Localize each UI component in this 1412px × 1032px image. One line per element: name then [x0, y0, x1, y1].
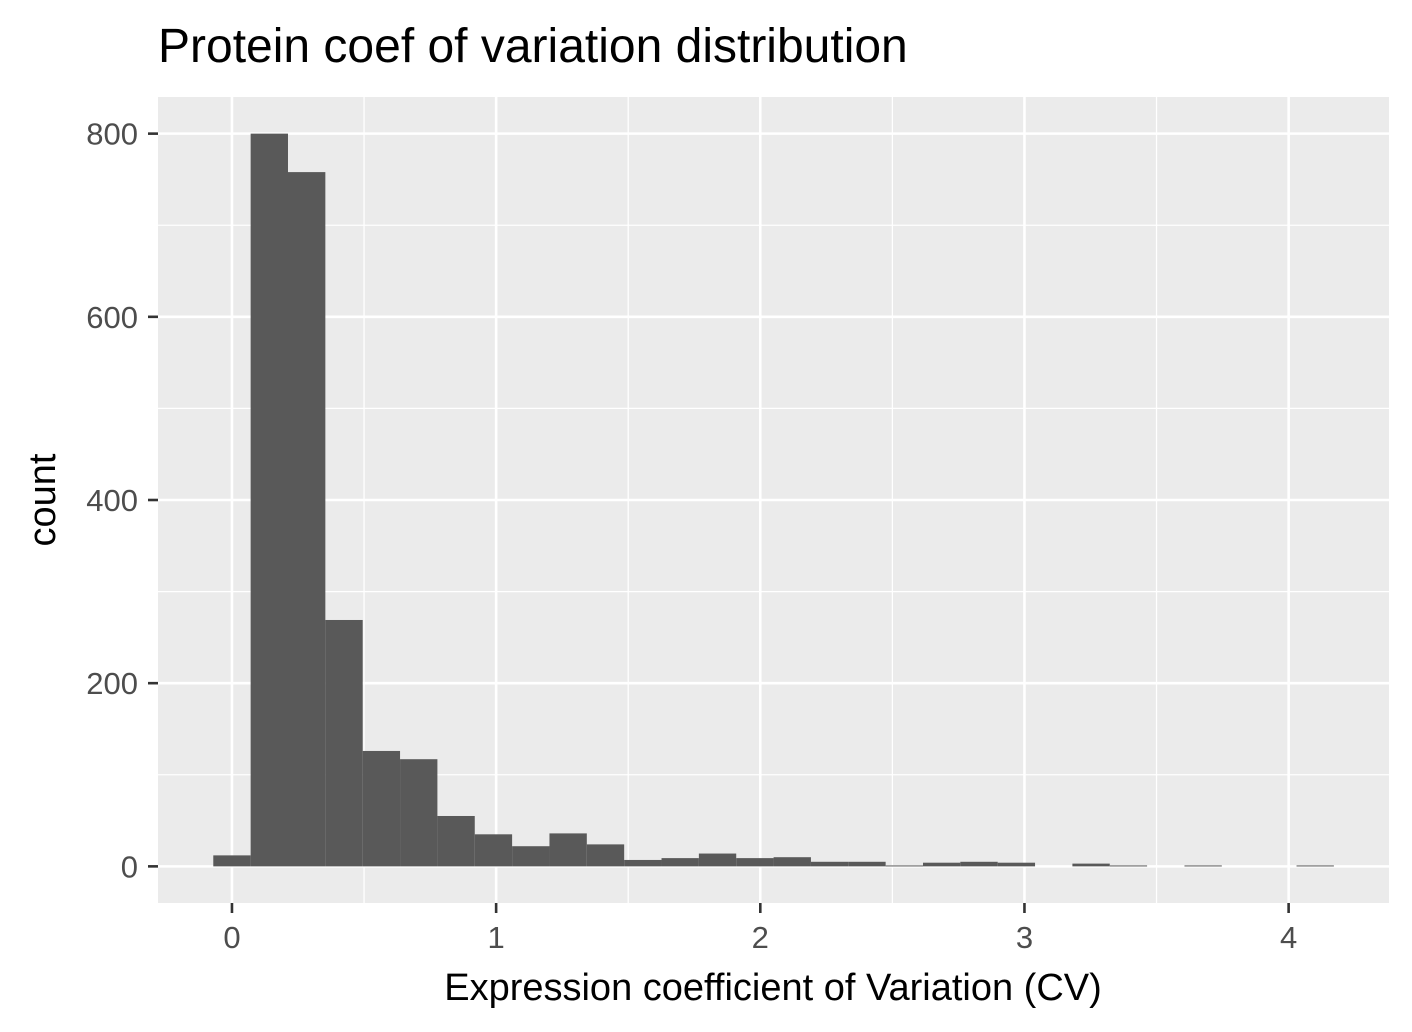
histogram-bar	[661, 858, 699, 867]
histogram-bar	[474, 834, 513, 867]
histogram-bar	[250, 133, 288, 867]
histogram-bar	[362, 750, 401, 867]
histogram-bar	[698, 853, 737, 867]
y-tick-label: 200	[86, 666, 138, 701]
x-tick-label: 3	[1016, 920, 1033, 955]
histogram-bar	[512, 846, 550, 867]
histogram-bar	[885, 865, 923, 867]
histogram-bar	[400, 759, 438, 867]
x-tick-label: 0	[223, 920, 240, 955]
y-tick-label: 0	[121, 849, 138, 884]
histogram-bar	[325, 619, 363, 867]
chart-title: Protein coef of variation distribution	[158, 20, 908, 73]
histogram-bar	[997, 862, 1036, 867]
histogram-bar	[213, 855, 251, 867]
x-tick-label: 1	[488, 920, 505, 955]
histogram-bars	[213, 133, 1334, 867]
y-tick-label: 400	[86, 483, 138, 518]
histogram-bar	[1296, 865, 1334, 867]
x-axis-title: Expression coefficient of Variation (CV)	[444, 967, 1102, 1009]
histogram-bar	[549, 833, 587, 867]
histogram-bar	[960, 861, 998, 867]
histogram-bar	[1109, 865, 1148, 867]
y-tick-label: 600	[86, 300, 138, 335]
histogram-bar	[848, 861, 886, 867]
histogram-bar	[736, 858, 774, 867]
histogram-bar	[773, 857, 811, 867]
histogram-bar	[1072, 863, 1110, 867]
y-axis-ticks: 0 200 400 600 800	[86, 117, 158, 884]
x-tick-label: 4	[1280, 920, 1297, 955]
y-axis-title: count	[22, 453, 64, 546]
histogram-bar	[810, 861, 849, 867]
x-axis-ticks: 0 1 2 3 4	[223, 903, 1297, 955]
histogram-bar	[624, 859, 662, 867]
histogram-bar	[922, 862, 961, 867]
histogram-bar	[437, 815, 475, 867]
y-tick-label: 800	[86, 117, 138, 152]
x-tick-label: 2	[752, 920, 769, 955]
histogram-bar	[586, 844, 625, 867]
histogram-bar	[287, 172, 326, 867]
histogram-bar	[1184, 865, 1222, 867]
